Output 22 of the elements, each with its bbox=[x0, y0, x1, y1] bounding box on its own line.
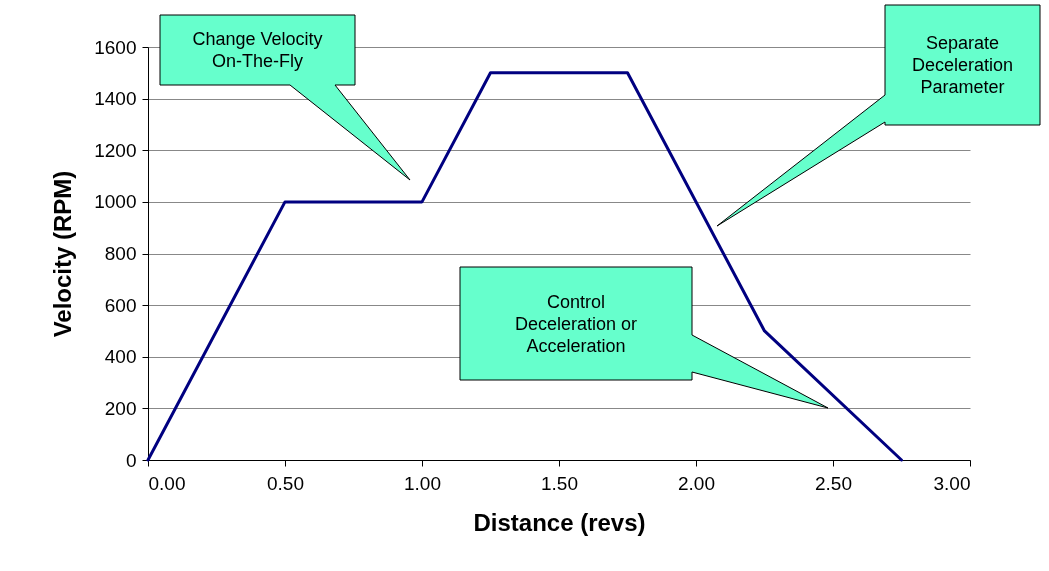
line-series bbox=[146, 71, 903, 462]
y-tick-label: 600 bbox=[104, 294, 137, 316]
x-tick-label: 3.00 bbox=[933, 472, 971, 494]
x-tick-label: 0.50 bbox=[267, 472, 304, 494]
annotation: Separate Deceleration Parameter bbox=[911, 33, 1014, 97]
x-axis-title: Distance (revs) bbox=[473, 508, 646, 536]
x-tick-label: 2.50 bbox=[815, 472, 852, 494]
y-tick-label: 1200 bbox=[94, 139, 137, 161]
x-tick-label: 0.00 bbox=[148, 472, 186, 494]
y-tick-label: 800 bbox=[104, 243, 137, 264]
annotation: Control Deceleration or Acceleration bbox=[514, 291, 638, 356]
y-tick-label: 1600 bbox=[94, 36, 137, 58]
x-tick-label: 1.00 bbox=[404, 472, 441, 494]
y-tick-label: 400 bbox=[104, 346, 137, 368]
x-tick-label: 1.50 bbox=[541, 472, 578, 494]
x-tick-label: 2.00 bbox=[678, 472, 715, 494]
y-axis-title: Velocity (RPM) bbox=[49, 170, 77, 338]
y-tick-label: 1400 bbox=[94, 88, 137, 110]
annotation: Change Velocity On-The-Fly bbox=[192, 29, 323, 71]
y-tick-label: 200 bbox=[104, 397, 137, 419]
y-tick-label: 1000 bbox=[94, 191, 137, 213]
y-tick-label: 0 bbox=[125, 449, 137, 471]
